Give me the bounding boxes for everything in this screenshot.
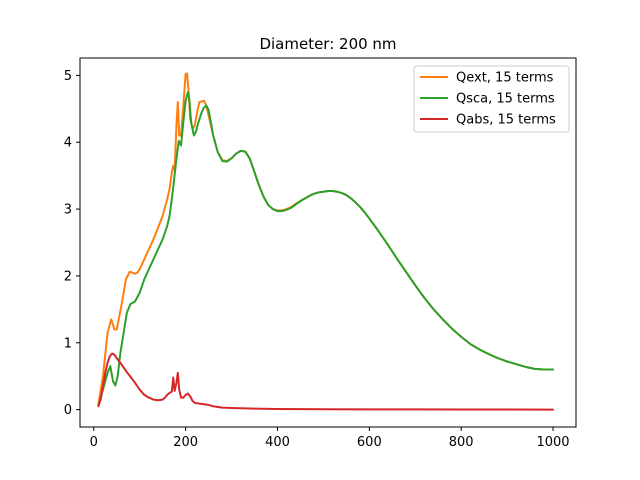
legend-label-qext: Qext, 15 terms	[456, 71, 554, 86]
x-tick-label: 0	[90, 435, 98, 450]
series-line-qsca	[97, 91, 555, 407]
y-tick-label: 3	[64, 203, 72, 218]
x-tick-label: 1000	[536, 435, 569, 450]
x-tick-label: 600	[357, 435, 382, 450]
y-tick-label: 4	[64, 136, 72, 151]
y-tick-label: 5	[64, 69, 72, 84]
series-line-qabs	[97, 352, 555, 411]
y-tick-label: 1	[64, 336, 72, 351]
x-tick-label: 400	[265, 435, 290, 450]
axes-frame	[79, 57, 577, 428]
legend-box	[413, 65, 570, 133]
axes: 0 200 400 600 800 1000 0 1 2 3 4 5	[64, 57, 577, 450]
legend-label-qabs: Qabs, 15 terms	[456, 113, 556, 128]
y-tick-label: 0	[64, 403, 72, 418]
x-tick-label: 200	[173, 435, 198, 450]
legend: Qext, 15 terms Qsca, 15 terms Qabs, 15 ter…	[413, 65, 570, 133]
plot-area	[97, 72, 555, 411]
y-tick-label: 2	[64, 269, 72, 284]
x-tick-label: 800	[449, 435, 474, 450]
legend-label-qsca: Qsca, 15 terms	[456, 92, 555, 107]
chart-title: Diameter: 200 nm	[259, 35, 396, 53]
